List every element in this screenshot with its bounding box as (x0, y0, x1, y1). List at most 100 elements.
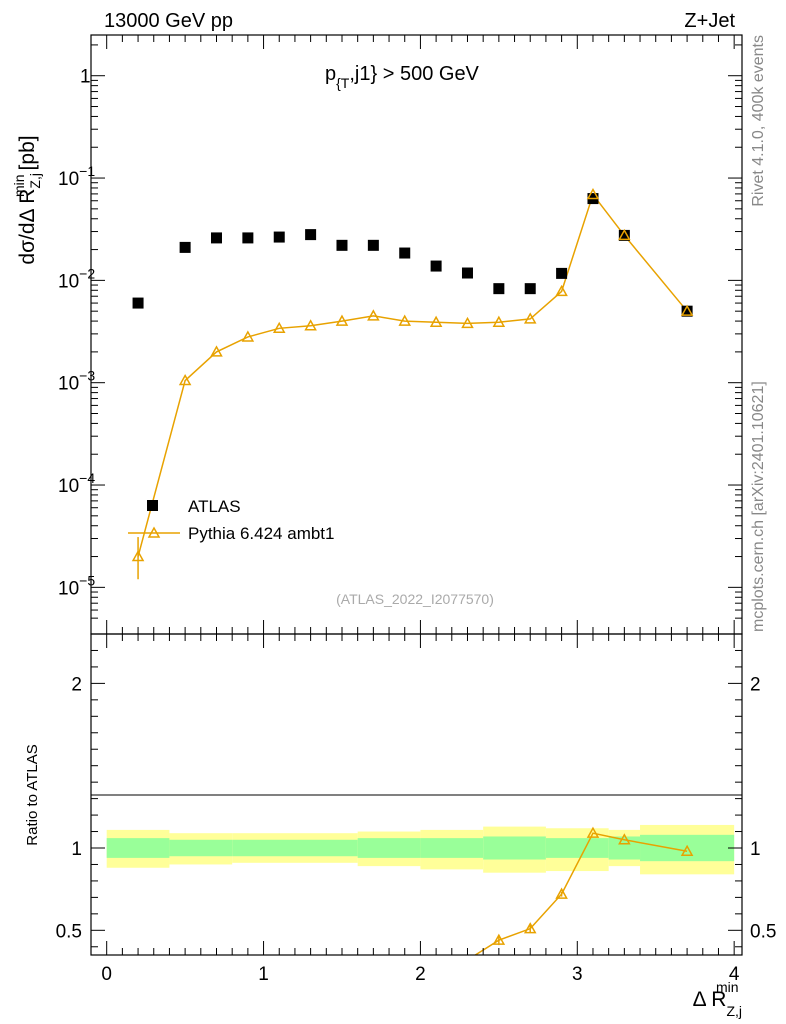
pythia-point (210, 345, 223, 357)
atlas-point (179, 241, 191, 253)
ratio-ticks: 0.5 0.5 1 1 2 2 0 1 2 3 4 (56, 634, 776, 985)
main-y-ticks: 110−110−210−310−410−5 (58, 35, 742, 634)
ratio-series (473, 826, 694, 955)
ratio-inner-band (640, 834, 735, 862)
atlas-point (524, 283, 536, 295)
x-tick-label: 1 (258, 964, 269, 985)
ylabel-main: dσ/dΔ R (16, 189, 39, 265)
ratio-inner-band (106, 838, 170, 858)
xlabel-main: Δ R (693, 988, 727, 1011)
ratio-inner-band (232, 839, 358, 857)
main-plot-title: p{T,j1} > 500 GeV (325, 63, 480, 91)
pythia-point (429, 315, 443, 327)
ratio-series-group (473, 826, 694, 955)
atlas-point (242, 232, 254, 244)
x-tick-label: 4 (729, 964, 740, 985)
atlas-point (461, 267, 473, 279)
tick-mantissa: 10 (58, 374, 79, 395)
atlas-point (305, 229, 317, 241)
tick-mantissa: 10 (58, 271, 79, 292)
x-tick-label: 2 (415, 964, 426, 985)
ylabel-unit: [pb] (16, 135, 39, 170)
ratio-y-tick-label-right: 2 (750, 674, 761, 695)
pythia-point (586, 187, 600, 200)
atlas-point (336, 239, 348, 251)
pythia-point (555, 284, 568, 297)
pythia-point (304, 319, 317, 331)
pythia-point (335, 314, 349, 326)
legend-pythia-label: Pythia 6.424 ambt1 (188, 524, 334, 543)
atlas-point (210, 232, 222, 244)
legend-atlas-label: ATLAS (188, 497, 241, 516)
ratio-y-tick-label: 1 (71, 839, 82, 860)
ratio-point (618, 833, 631, 845)
atlas-point (618, 229, 630, 241)
ratio-point (586, 826, 600, 838)
title-main: p (325, 63, 336, 85)
main-series (131, 187, 694, 580)
ratio-point (523, 922, 537, 934)
atlas-point (681, 305, 693, 317)
svg-text:dσ/dΔ RZ,jmin[pb]: dσ/dΔ RZ,jmin [pb] (11, 135, 43, 264)
x-axis-label: Δ RZ,j (693, 988, 742, 1019)
pythia-point (367, 309, 380, 321)
tick-mantissa: 1 (80, 67, 91, 88)
ratio-point (680, 844, 694, 857)
tick-exponent: −2 (79, 265, 95, 281)
pythia-point (272, 321, 286, 334)
title-subscript: {T (336, 75, 350, 91)
header-analysis-label: Z+Jet (684, 10, 735, 32)
legend-pythia-marker (147, 526, 161, 538)
mcplots-reference-label: mcplots.cern.ch [arXiv:2401.10621] (750, 381, 767, 632)
main-y-tick-label: 1 (80, 67, 91, 88)
ratio-inner-band (608, 836, 641, 860)
pythia-point (618, 228, 631, 241)
pythia-point (680, 304, 694, 316)
ratio-inner-band (420, 838, 484, 858)
rivet-version-label: Rivet 4.1.0, 400k events (750, 35, 767, 207)
ratio-y-axis-label: Ratio to ATLAS (24, 744, 41, 845)
x-tick-label: 0 (101, 964, 112, 985)
atlas-point (430, 260, 442, 272)
legend-atlas-marker (147, 500, 158, 511)
xlabel-subscript: Z,j (726, 1003, 742, 1019)
ratio-point (492, 933, 506, 945)
ratio-y-tick-label: 2 (71, 674, 82, 695)
tick-exponent: −3 (79, 368, 95, 384)
pythia-point (461, 316, 474, 329)
tick-mantissa: 10 (58, 169, 79, 190)
ratio-inner-band (483, 836, 546, 860)
header-process-label: 13000 GeV pp (104, 10, 233, 32)
ratio-point (555, 887, 568, 899)
ratio-inner-band (169, 839, 233, 857)
pythia-point (398, 314, 412, 326)
pythia-point (131, 549, 145, 562)
tick-exponent: −4 (79, 470, 95, 486)
pythia-point (241, 330, 255, 342)
main-y-axis-label: dσ/dΔ RZ,jmin [pb] (11, 135, 43, 264)
ratio-inner-band (545, 838, 609, 858)
pythia-point (523, 312, 537, 324)
tick-exponent: −1 (79, 163, 95, 179)
x-tick-label: 3 (572, 964, 583, 985)
ylabel-superscript: min (11, 174, 27, 197)
ratio-uncertainty-bands (106, 824, 735, 875)
pythia-point (178, 373, 192, 386)
atlas-point (367, 239, 379, 251)
ratio-y-tick-label-right: 0.5 (750, 921, 776, 942)
tick-mantissa: 10 (58, 476, 79, 497)
atlas-point (132, 297, 144, 309)
ratio-y-tick-label: 0.5 (56, 921, 82, 942)
atlas-point (493, 283, 505, 295)
ratio-inner-band (357, 838, 421, 858)
atlas-point (556, 267, 568, 279)
tick-mantissa: 10 (58, 578, 79, 599)
atlas-point (273, 231, 285, 243)
ylabel-subscript: Z,j (27, 173, 43, 189)
title-rest: ,j1} > 500 GeV (349, 63, 479, 85)
atlas-point (399, 247, 411, 259)
tick-exponent: −5 (79, 572, 95, 588)
pythia-line (137, 192, 688, 557)
pythia-point (492, 315, 506, 327)
